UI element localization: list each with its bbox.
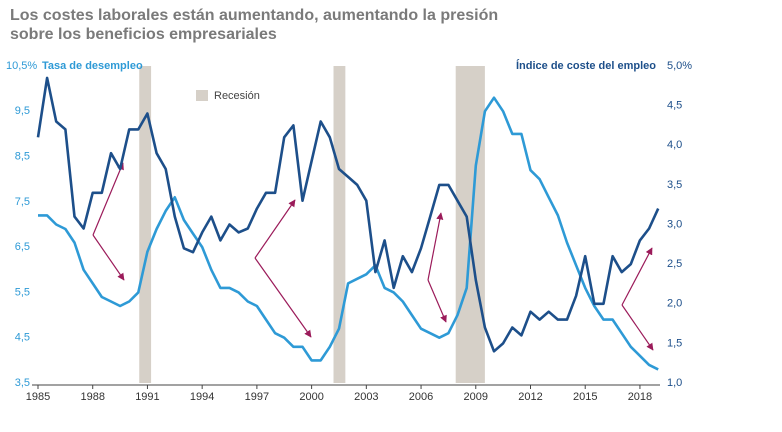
y-tick-label: 5,5 [15, 286, 30, 298]
x-tick-label: 2006 [409, 391, 433, 403]
y-tick-label: 10,5% [6, 60, 37, 72]
x-tick-label: 1997 [245, 391, 269, 403]
annotation-arrows [92, 162, 654, 351]
y-tick-label: 3,5 [15, 377, 30, 389]
x-tick-label: 2009 [464, 391, 488, 403]
y2-tick-label: 1,5 [667, 337, 682, 349]
y-tick-label: 6,5 [15, 241, 30, 253]
x-tick-label: 1988 [80, 391, 104, 403]
y2-tick-label: 4,5 [667, 100, 682, 112]
y2-tick-label: 5,0% [667, 60, 692, 72]
chart-title: Los costes laborales están aumentando, a… [10, 7, 498, 24]
y2-tick-label: 2,5 [667, 258, 682, 270]
y-tick-label: 4,5 [15, 332, 30, 344]
x-tick-label: 2003 [354, 391, 378, 403]
x-tick-label: 2000 [299, 391, 323, 403]
legend-swatch [196, 90, 208, 101]
x-tick-label: 1985 [26, 391, 50, 403]
recession-band [139, 66, 152, 383]
chart-title: sobre los beneficios empresariales [10, 26, 277, 43]
y2-tick-label: 2,0 [667, 298, 682, 310]
y2-tick-label: 4,0 [667, 139, 682, 151]
x-tick-label: 1994 [190, 391, 214, 403]
x-tick-label: 2015 [573, 391, 597, 403]
y2-tick-label: 3,5 [667, 179, 682, 191]
data-line [38, 96, 659, 371]
recession-band [333, 66, 346, 383]
y2-tick-label: 1,0 [667, 377, 682, 389]
x-tick-label: 2018 [628, 391, 652, 403]
x-tick-label: 1991 [135, 391, 159, 403]
x-tick-label: 2012 [518, 391, 542, 403]
y-axis-label: Tasa de desempleo [42, 60, 143, 72]
y2-tick-label: 3,0 [667, 218, 682, 230]
y-tick-label: 8,5 [15, 150, 30, 162]
data-line [36, 76, 660, 353]
y-tick-label: 9,5 [15, 105, 30, 117]
y2-axis-label: Índice de coste del empleo [516, 59, 656, 72]
y-tick-label: 7,5 [15, 196, 30, 208]
legend-label: Recesión [214, 90, 260, 102]
